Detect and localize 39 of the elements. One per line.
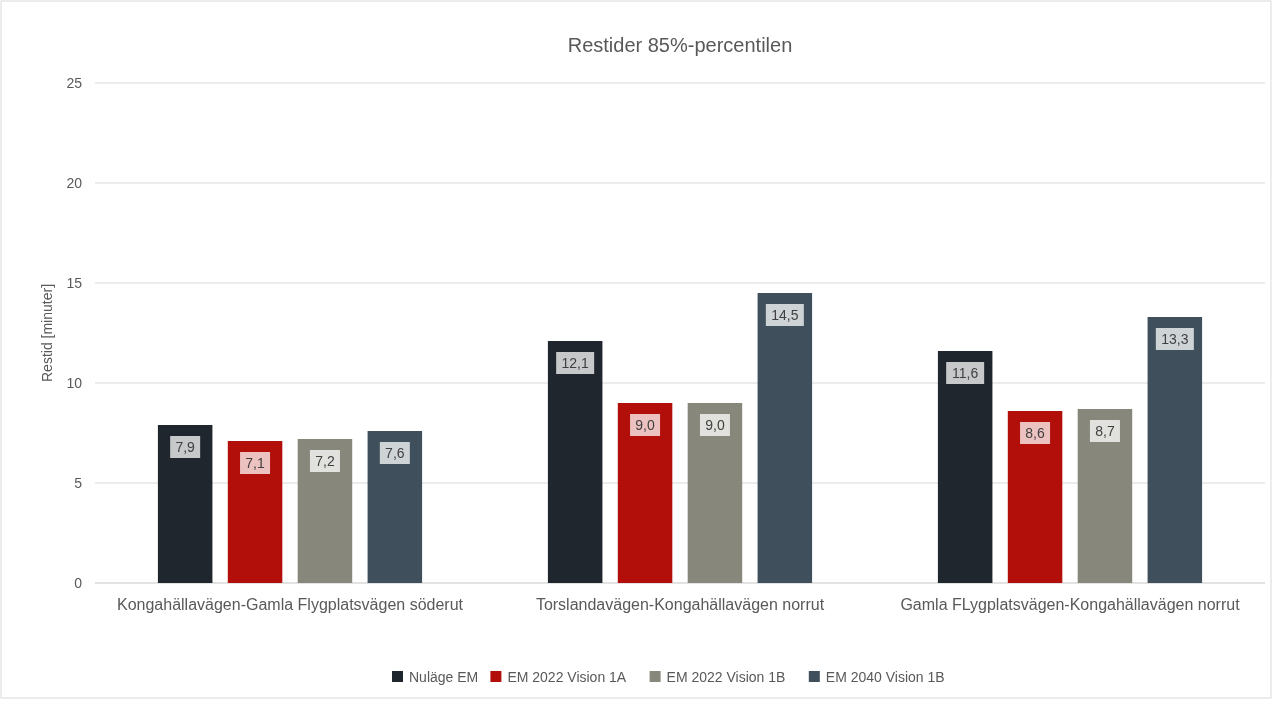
y-tick-label: 0 <box>74 575 83 591</box>
legend-label: EM 2022 Vision 1B <box>666 669 786 685</box>
legend-label: EM 2040 Vision 1B <box>825 669 945 685</box>
legend-label: EM 2022 Vision 1A <box>507 669 627 685</box>
data-label: 7,2 <box>315 453 335 469</box>
y-tick-label: 15 <box>66 275 83 291</box>
chart-title: Restider 85%-percentilen <box>567 34 793 56</box>
data-label: 8,7 <box>1095 423 1115 439</box>
bar <box>687 403 743 583</box>
bar <box>1147 317 1203 583</box>
data-label: 9,0 <box>635 417 655 433</box>
data-label: 8,6 <box>1025 425 1045 441</box>
data-label: 13,3 <box>1161 331 1189 347</box>
data-label: 7,9 <box>175 439 196 455</box>
data-label: 12,1 <box>561 355 589 371</box>
data-label: 14,5 <box>771 307 799 323</box>
y-tick-label: 5 <box>74 475 83 491</box>
bar <box>1007 411 1063 583</box>
bar <box>547 341 603 583</box>
bar <box>937 351 993 583</box>
bar <box>1077 409 1133 583</box>
data-label: 11,6 <box>952 365 979 381</box>
x-tick-label: Gamla FLygplatsvägen-Kongahällavägen norrut <box>900 596 1241 613</box>
bar <box>297 439 353 583</box>
bar <box>757 293 813 583</box>
y-axis-title: Restid [minuter] <box>39 283 55 383</box>
y-tick-label: 10 <box>66 375 83 391</box>
bar <box>617 403 673 583</box>
bar <box>157 425 213 583</box>
data-label: 7,6 <box>385 445 405 461</box>
y-tick-label: 25 <box>66 75 83 91</box>
bar <box>367 431 423 583</box>
x-tick-label: Kongahällavägen-Gamla Flygplatsvägen söderut <box>117 596 464 613</box>
legend-label: Nuläge EM <box>409 669 479 685</box>
x-tick-label: Torslandavägen-Kongahällavägen norrut <box>535 596 825 613</box>
data-label: 7,1 <box>245 455 265 471</box>
y-tick-label: 20 <box>66 175 83 191</box>
data-label: 9,0 <box>705 417 725 433</box>
bar <box>227 441 283 583</box>
